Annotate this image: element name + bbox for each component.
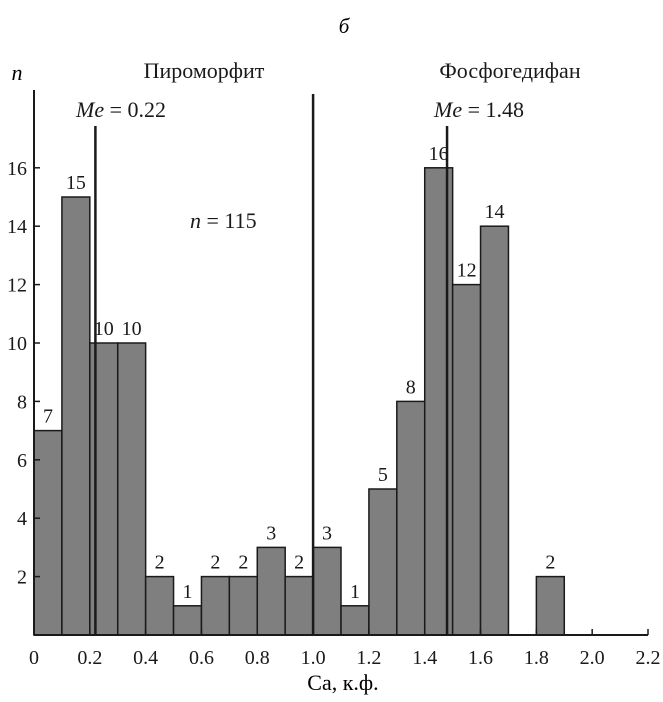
x-tick-label: 1.0 [301, 647, 326, 669]
y-tick-label: 10 [7, 333, 27, 355]
y-tick-label: 12 [7, 275, 27, 297]
bars-group [33, 167, 566, 636]
histogram-bar [451, 283, 482, 636]
median-annotation: Me = 0.22 [75, 97, 166, 122]
bar-value-label: 1 [350, 581, 360, 603]
histogram-bar [368, 488, 398, 636]
bar-value-label: 3 [322, 522, 332, 544]
y-tick-label: 14 [7, 216, 27, 238]
sample-size-annotation: n = 115 [190, 208, 257, 233]
histogram-bar [396, 400, 426, 636]
histogram-bar [61, 196, 91, 636]
y-tick-label: 2 [17, 567, 27, 589]
x-tick-label: 0 [29, 647, 39, 669]
y-tick-label: 6 [17, 450, 27, 472]
bar-value-label: 2 [294, 552, 304, 574]
axes-group: 0 0.2 0.4 0.6 0.8 1.0 1.2 1.4 1.6 1.8 2.0 2.2 2 4 6 8 10… [7, 90, 661, 669]
bar-value-label: 2 [545, 552, 555, 574]
bar-value-label: 2 [238, 552, 248, 574]
panel-label: б [339, 14, 351, 38]
bar-value-label: 12 [457, 260, 477, 282]
reference-lines-group [94, 94, 449, 635]
x-tick-label: 0.2 [77, 647, 102, 669]
y-tick-label: 16 [7, 158, 27, 180]
histogram-bar [535, 575, 566, 636]
group-name-label: Фосфогедифан [439, 58, 580, 83]
group-name-label: Пироморфит [144, 58, 265, 83]
histogram-bar [200, 575, 231, 636]
histogram-bar [312, 546, 342, 636]
x-tick-label: 2.2 [636, 647, 661, 669]
bar-value-label: 14 [485, 201, 505, 223]
annotations-group: Пироморфит Me = 0.22 Фосфогедифан Me = 1.48… [75, 58, 581, 233]
x-axis-label: Ca, к.ф. [307, 670, 378, 695]
bar-value-label: 2 [155, 552, 165, 574]
x-tick-label: 0.8 [245, 647, 270, 669]
x-tick-label: 1.4 [412, 647, 437, 669]
x-tick-label: 0.4 [133, 647, 158, 669]
x-tick-label: 2.0 [580, 647, 605, 669]
histogram-bar [116, 342, 147, 636]
histogram-bar [256, 546, 286, 636]
bar-value-label: 1 [183, 581, 193, 603]
histogram-bar [172, 605, 203, 636]
x-tick-label: 1.8 [524, 647, 549, 669]
histogram-bar [340, 605, 370, 636]
bar-value-label: 5 [378, 464, 388, 486]
bar-value-label: 10 [122, 318, 142, 340]
bar-value-label: 16 [429, 143, 449, 165]
x-tick-label: 1.6 [468, 647, 493, 669]
x-tick-label: 0.6 [189, 647, 214, 669]
y-axis-label: n [12, 60, 23, 85]
bar-value-label: 7 [43, 406, 53, 428]
y-tick-label: 8 [17, 391, 27, 413]
histogram-bar [423, 167, 454, 636]
histogram-bar [144, 575, 175, 636]
median-annotation: Me = 1.48 [433, 97, 524, 122]
bar-value-label: 2 [210, 552, 220, 574]
histogram-bar [479, 225, 510, 636]
histogram-bar [33, 429, 63, 636]
histogram-bar [228, 575, 259, 636]
x-tick-label: 1.2 [356, 647, 381, 669]
bar-value-label: 8 [406, 376, 416, 398]
bar-value-label: 15 [66, 172, 86, 194]
histogram-bar [89, 342, 119, 636]
y-tick-label: 4 [17, 508, 27, 530]
histogram-bar [284, 575, 314, 636]
bar-value-label: 3 [266, 522, 276, 544]
bar-value-label: 10 [94, 318, 114, 340]
